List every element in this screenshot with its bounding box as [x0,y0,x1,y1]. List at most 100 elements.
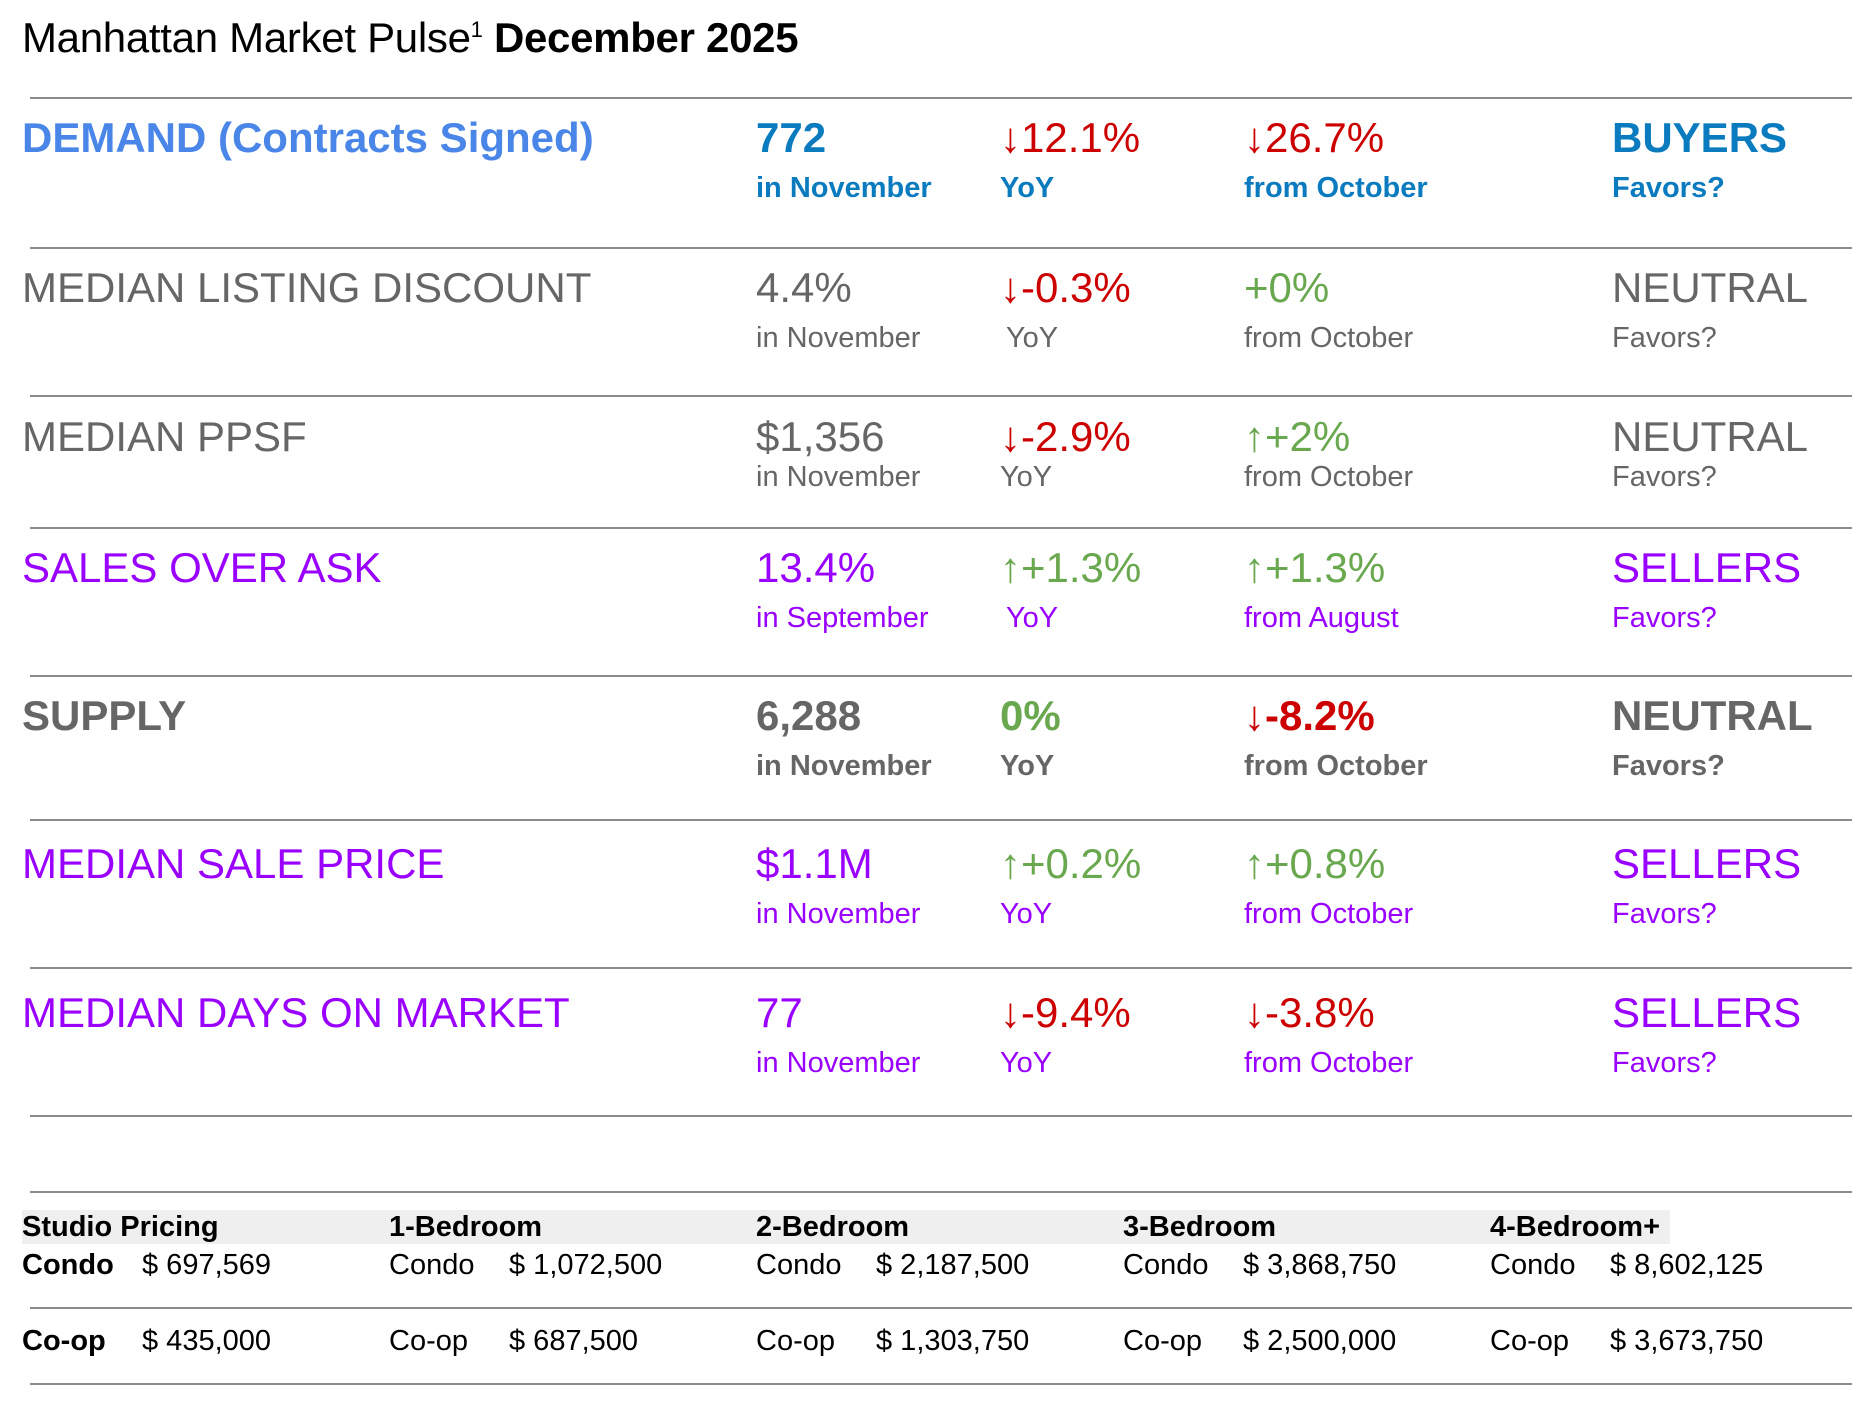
favors-label: Favors? [1612,602,1717,634]
favors-label: Favors? [1612,461,1717,493]
metric-value: $1.1M in November [756,840,920,931]
metric-yoy: ↓-9.4% YoY [1000,989,1131,1080]
pricing-header-1br: 1-Bedroom [389,1211,543,1243]
metric-mom: ↓26.7% from October [1244,114,1428,205]
mom-change: ↓26.7% [1244,114,1385,161]
favors: BUYERS [1612,114,1788,161]
metric-label: SALES OVER ASK [22,544,382,591]
metric-mom: ↑+0.8% from October [1244,840,1413,931]
divider [30,247,1852,249]
yoy-label: YoY [1000,898,1053,930]
metric-favors: BUYERS Favors? [1612,114,1787,205]
coop-price-1br: $ 687,500 [509,1325,639,1357]
period: in November [756,172,932,204]
mom-label: from October [1244,750,1428,782]
divider [30,675,1852,677]
mom-change: ↑+0.8% [1244,840,1386,887]
divider [30,967,1852,969]
metric-yoy: ↓-0.3% YoY [1000,264,1131,355]
yoy-change: ↑+1.3% [1000,544,1142,591]
favors-label: Favors? [1612,172,1725,204]
divider [30,527,1852,529]
mom-change: +0% [1244,264,1330,311]
metric-favors: NEUTRAL Favors? [1612,692,1813,783]
pricing-header-3br: 3-Bedroom [1123,1211,1277,1243]
condo-price-3br: $ 3,868,750 [1243,1249,1397,1281]
favors-label: Favors? [1612,1047,1717,1079]
divider [30,97,1852,99]
favors: SELLERS [1612,989,1802,1036]
condo-label: Condo [389,1249,475,1281]
condo-price-4br: $ 8,602,125 [1610,1249,1764,1281]
favors: NEUTRAL [1612,264,1809,311]
divider [30,1307,1852,1309]
metric-yoy: ↑+0.2% YoY [1000,840,1141,931]
value: $1,356 [756,413,885,460]
yoy-change: ↓-2.9% [1000,413,1131,460]
value: 13.4% [756,544,876,591]
coop-price-3br: $ 2,500,000 [1243,1325,1397,1357]
yoy-change: 0% [1000,692,1061,739]
condo-label: Condo [22,1249,114,1281]
metric-favors: SELLERS Favors? [1612,544,1801,635]
favors-label: Favors? [1612,750,1725,782]
metric-favors: SELLERS Favors? [1612,989,1801,1080]
pricing-header-studio: Studio Pricing [22,1211,219,1243]
metric-value: 6,288 in November [756,692,932,783]
divider [30,1115,1852,1117]
yoy-change: ↓-9.4% [1000,989,1131,1036]
yoy-change: ↓-0.3% [1000,264,1131,311]
condo-price-1br: $ 1,072,500 [509,1249,663,1281]
metric-mom: ↓-3.8% from October [1244,989,1413,1080]
metric-value: 77 in November [756,989,920,1080]
mom-label: from October [1244,1047,1414,1079]
page-title: Manhattan Market Pulse1 December 2025 [22,14,799,62]
metric-label: MEDIAN SALE PRICE [22,840,445,887]
yoy-label: YoY [1000,750,1055,782]
mom-change: ↓-8.2% [1244,692,1375,739]
divider [30,395,1852,397]
mom-change: ↓-3.8% [1244,989,1375,1036]
value: 4.4% [756,264,852,311]
divider [30,1383,1852,1385]
metric-yoy: ↑+1.3% YoY [1000,544,1141,635]
metric-label: DEMAND (Contracts Signed) [22,114,594,161]
period: in November [756,322,921,354]
metric-favors: NEUTRAL Favors? [1612,413,1808,494]
favors: NEUTRAL [1612,692,1813,739]
yoy-label: YoY [1006,322,1059,354]
mom-label: from October [1244,172,1428,204]
coop-label: Co-op [389,1325,468,1357]
metric-label: SUPPLY [22,692,187,739]
metric-label: MEDIAN PPSF [22,413,307,460]
title-footnote: 1 [470,17,483,42]
value: 6,288 [756,692,862,739]
coop-price-2br: $ 1,303,750 [876,1325,1030,1357]
pricing-header-band [22,1210,1670,1244]
coop-label: Co-op [1123,1325,1202,1357]
metric-mom: +0% from October [1244,264,1413,355]
mom-label: from October [1244,461,1414,493]
condo-label: Condo [1123,1249,1209,1281]
pricing-header-2br: 2-Bedroom [756,1211,910,1243]
condo-price-studio: $ 697,569 [142,1249,272,1281]
mom-change: ↑+2% [1244,413,1351,460]
coop-price-4br: $ 3,673,750 [1610,1325,1764,1357]
coop-label: Co-op [1490,1325,1569,1357]
yoy-label: YoY [1000,1047,1053,1079]
metric-value: 13.4% in September [756,544,929,635]
metric-label: MEDIAN LISTING DISCOUNT [22,264,592,311]
value: 77 [756,989,803,1036]
mom-label: from October [1244,322,1414,354]
period: in November [756,750,932,782]
metric-yoy: ↓12.1% YoY [1000,114,1140,205]
mom-change: ↑+1.3% [1244,544,1386,591]
metric-favors: SELLERS Favors? [1612,840,1801,931]
metric-mom: ↓-8.2% from October [1244,692,1428,783]
period: in November [756,461,921,493]
period: in November [756,1047,921,1079]
metric-value: $1,356 in November [756,413,920,494]
metric-value: 772 in November [756,114,932,205]
favors: SELLERS [1612,840,1802,887]
favors: NEUTRAL [1612,413,1809,460]
